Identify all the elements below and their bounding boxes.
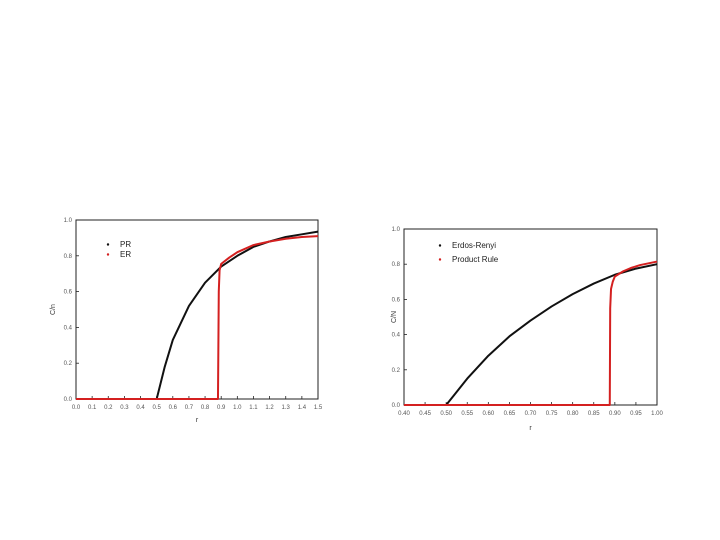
x-axis-label: r: [196, 417, 199, 424]
legend-label: PR: [120, 240, 131, 249]
chart-2: 0.40 0.45 0.50 0.55 0.60 0.65 0.70 0.75 0.80 0.85…: [391, 227, 663, 432]
y-tick-label: 0.6: [392, 297, 401, 303]
x-tick-label: 0.90: [609, 411, 621, 417]
x-tick-label: 0.75: [546, 411, 558, 417]
y-tick-label: 1.0: [392, 227, 401, 233]
x-tick-label: 0.0: [72, 405, 81, 411]
x-tick-label: 0.40: [398, 411, 410, 417]
x-tick-label: 0.3: [120, 405, 129, 411]
y-axis-label: C/N: [391, 311, 398, 323]
series-line-pr: [76, 230, 319, 400]
x-tick-label: 1.3: [282, 405, 291, 411]
series-line-er: [76, 235, 319, 400]
plot-frame: [75, 219, 319, 400]
y-tick-label: 0.4: [64, 325, 73, 331]
x-tick-label: 0.80: [567, 411, 579, 417]
x-tick-label: 1.2: [265, 405, 274, 411]
y-tick-label: 1.0: [64, 218, 73, 224]
x-tick-label: 0.65: [504, 411, 516, 417]
x-tick-label: 1.1: [249, 405, 258, 411]
y-tick-label: 0.8: [64, 254, 73, 260]
x-tick-label: 0.2: [104, 405, 113, 411]
x-tick-label: 0.95: [630, 411, 642, 417]
x-tick-label: 1.5: [314, 405, 323, 411]
x-tick-label: 0.85: [588, 411, 600, 417]
y-tick-label: 0.0: [64, 397, 73, 403]
y-tick-label: 0.4: [392, 333, 401, 339]
y-tick-label: 0.2: [64, 361, 73, 367]
y-axis-label: C/n: [50, 304, 57, 315]
x-axis-label: r: [529, 425, 532, 432]
legend-marker: [438, 258, 442, 261]
x-tick-label: 0.70: [525, 411, 537, 417]
x-tick-label: 1.4: [298, 405, 307, 411]
legend-label: Erdos-Renyi: [452, 241, 496, 250]
x-tick-label: 0.55: [461, 411, 473, 417]
x-tick-label: 0.5: [152, 405, 161, 411]
y-tick-label: 0.0: [392, 403, 401, 409]
x-tick-label: 0.45: [419, 411, 431, 417]
x-tick-label: 1.0: [233, 405, 242, 411]
x-tick-label: 0.6: [169, 405, 178, 411]
x-tick-label: 0.8: [201, 405, 210, 411]
legend-label: ER: [120, 250, 131, 259]
x-tick-label: 0.1: [88, 405, 97, 411]
chart-1: 0.0 0.1 0.2 0.3 0.4 0.5 0.6 0.7 0.8 0.9 1.0 1.1 1.2 1…: [50, 218, 323, 424]
series-line-erdos-renyi: [404, 263, 658, 406]
legend-marker: [438, 244, 442, 247]
x-tick-label: 0.9: [217, 405, 226, 411]
legend-marker: [106, 253, 110, 256]
legend-marker: [106, 243, 110, 246]
x-tick-label: 0.50: [440, 411, 452, 417]
x-tick-label: 1.00: [651, 411, 663, 417]
x-tick-label: 0.60: [482, 411, 494, 417]
legend-label: Product Rule: [452, 255, 499, 264]
y-tick-label: 0.2: [392, 368, 401, 374]
x-tick-label: 0.4: [136, 405, 145, 411]
y-tick-label: 0.6: [64, 290, 73, 296]
plot-frame: [403, 228, 658, 406]
y-tick-label: 0.8: [392, 262, 401, 268]
x-tick-label: 0.7: [185, 405, 194, 411]
series-line-product-rule: [404, 260, 658, 406]
